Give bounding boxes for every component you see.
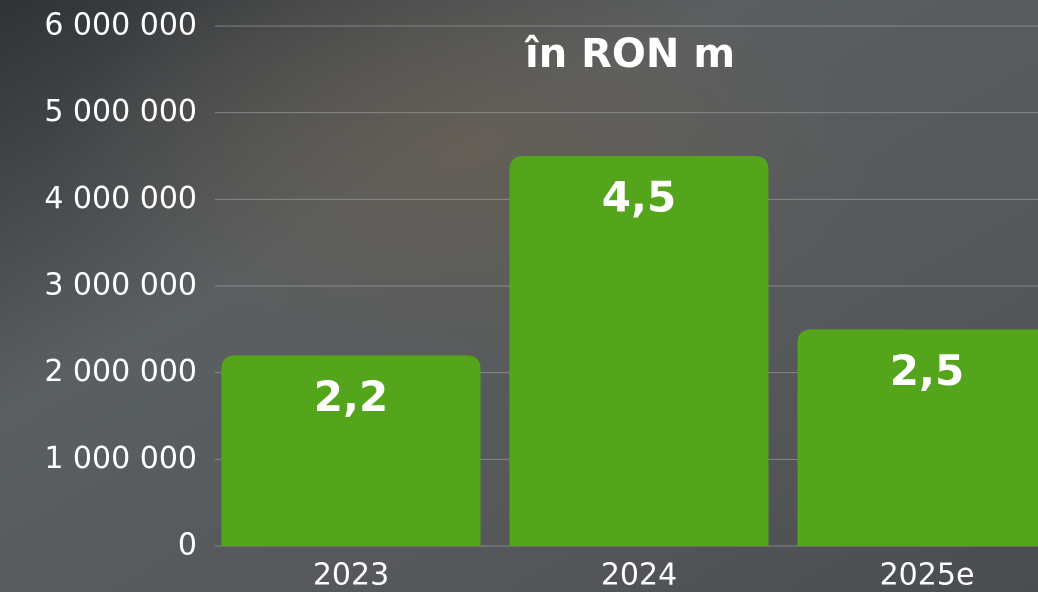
x-tick-label: 2024 <box>601 558 677 592</box>
y-tick-label: 3 000 000 <box>44 268 197 303</box>
bar <box>797 329 1038 546</box>
x-tick-label: 2023 <box>313 558 389 592</box>
y-tick-label: 4 000 000 <box>44 181 197 216</box>
value-label: 2,5 <box>890 346 964 395</box>
value-label: 4,5 <box>602 173 676 222</box>
chart-title: în RON m <box>524 31 735 77</box>
y-tick-label: 0 <box>178 528 197 563</box>
value-label: 2,2 <box>314 372 388 421</box>
y-tick-label: 6 000 000 <box>44 8 197 43</box>
y-tick-label: 5 000 000 <box>44 94 197 129</box>
y-tick-label: 2 000 000 <box>44 354 197 389</box>
x-tick-label: 2025e <box>880 558 975 592</box>
y-tick-label: 1 000 000 <box>44 441 197 476</box>
bar <box>221 355 481 546</box>
bar <box>509 156 769 546</box>
